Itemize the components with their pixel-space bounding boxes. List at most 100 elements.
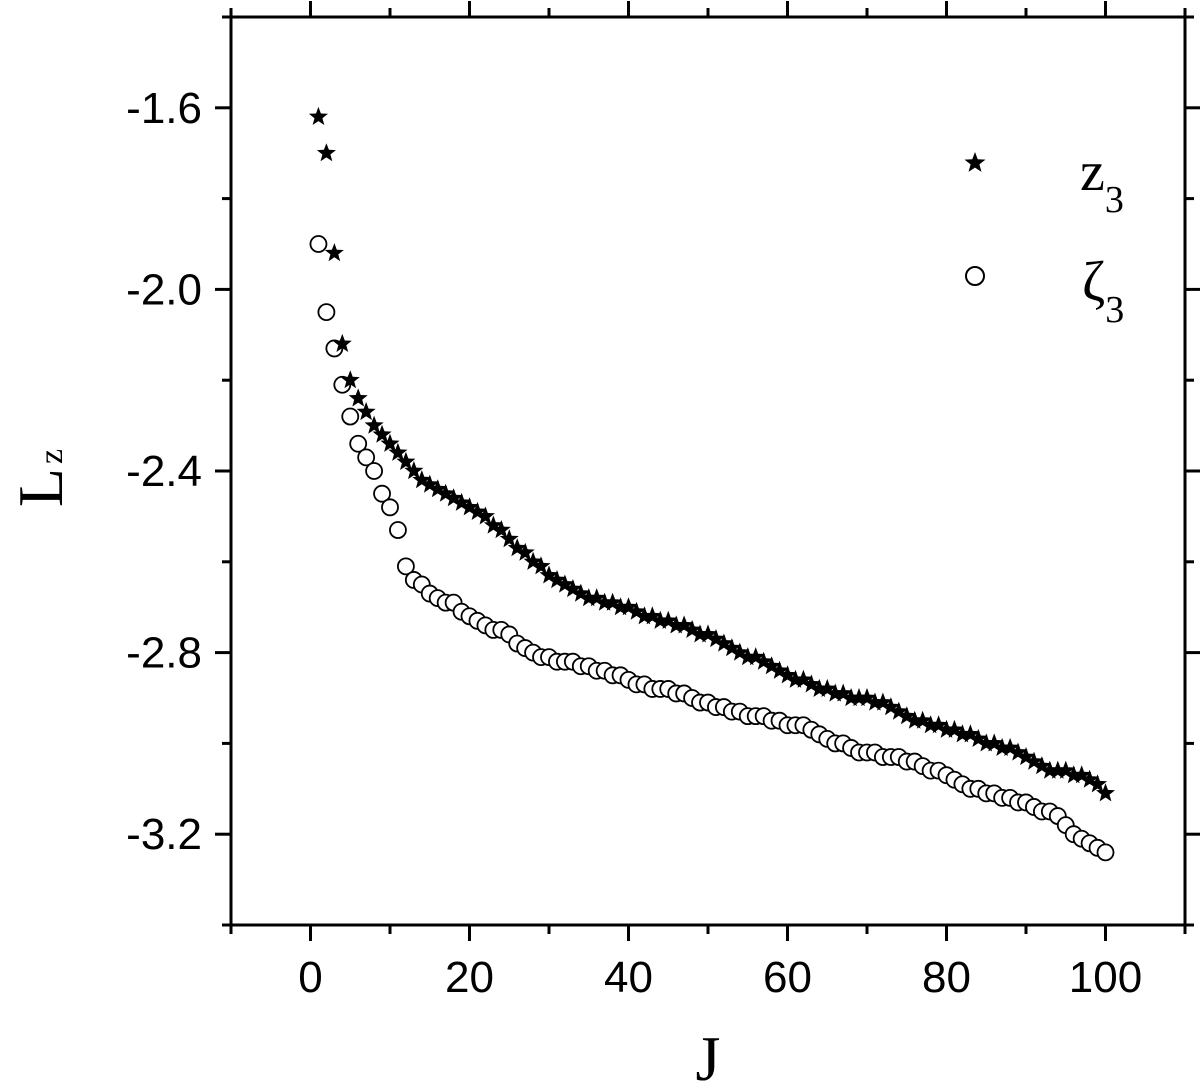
data-point-z3 (308, 106, 328, 125)
x-tick-label: 20 (445, 953, 494, 1002)
data-point-z3 (666, 615, 686, 634)
data-point-z3 (1064, 765, 1084, 784)
data-point-z3 (865, 692, 885, 711)
data-point-z3 (746, 647, 766, 666)
data-point-z3 (507, 538, 527, 557)
legend-item-z3: z3 (964, 141, 1124, 221)
data-point-z3 (1032, 756, 1052, 775)
svg-text:z3: z3 (1080, 141, 1124, 221)
data-point-z3 (380, 433, 400, 452)
data-point-z3 (889, 701, 909, 720)
x-tick-label: 80 (922, 953, 971, 1002)
data-point-z3 (913, 710, 933, 729)
data-point-z3 (499, 529, 519, 548)
data-point-z3 (388, 442, 408, 461)
data-point-z3 (547, 570, 567, 589)
data-point-z3 (976, 733, 996, 752)
data-point-z3 (881, 697, 901, 716)
data-point-zeta3 (381, 498, 399, 517)
legend-label-z3: z (1080, 141, 1105, 203)
data-point-zeta3 (1096, 843, 1115, 862)
data-point-zeta3 (349, 434, 368, 453)
data-point-z3 (1000, 737, 1020, 756)
data-point-z3 (467, 501, 487, 520)
data-point-z3 (762, 656, 782, 675)
y-tick-label: -3.2 (126, 810, 202, 859)
data-point-zeta3 (357, 448, 376, 467)
data-point-z3 (404, 461, 424, 480)
x-tick-label: 60 (763, 953, 812, 1002)
data-point-z3 (340, 370, 360, 389)
data-point-z3 (992, 737, 1012, 756)
data-point-z3 (619, 597, 638, 616)
data-point-z3 (857, 688, 877, 707)
data-point-z3 (1056, 760, 1076, 779)
data-point-z3 (905, 710, 925, 729)
data-point-z3 (412, 470, 432, 489)
data-point-z3 (356, 402, 376, 421)
data-point-z3 (722, 638, 742, 657)
data-point-z3 (483, 515, 503, 534)
data-point-z3 (650, 610, 670, 629)
data-point-z3 (1096, 783, 1115, 802)
data-point-z3 (642, 606, 662, 625)
data-point-z3 (809, 678, 829, 697)
data-point-z3 (952, 724, 972, 743)
data-point-z3 (364, 415, 384, 434)
data-point-z3 (428, 479, 448, 498)
data-point-z3 (873, 692, 893, 711)
data-point-z3 (626, 601, 646, 620)
legend-label-zeta3: ζ (1082, 251, 1105, 313)
data-point-z3 (372, 424, 392, 443)
svg-text:ζ3: ζ3 (1082, 251, 1124, 331)
y-axis-title-main: L (5, 468, 76, 507)
data-point-z3 (1016, 747, 1036, 766)
data-point-z3 (460, 497, 479, 516)
data-point-z3 (475, 506, 495, 525)
legend-label-z3-subscript: 3 (1105, 179, 1124, 221)
data-point-z3 (587, 588, 607, 607)
data-point-z3 (1040, 760, 1060, 779)
data-point-z3 (603, 592, 623, 611)
data-point-z3 (531, 556, 551, 575)
data-point-zeta3 (341, 407, 360, 426)
data-point-z3 (1072, 765, 1092, 784)
data-point-z3 (332, 333, 352, 352)
data-point-z3 (515, 542, 535, 561)
data-point-z3 (420, 474, 440, 493)
series-layer (308, 106, 1115, 862)
data-point-z3 (793, 669, 813, 688)
y-axis-title-subscript: z (33, 449, 70, 464)
data-point-z3 (523, 551, 543, 570)
data-point-z3 (801, 674, 821, 693)
y-axis: -1.6 -2.0 -2.4 -2.8 -3.2 (126, 15, 1200, 927)
data-point-z3 (690, 624, 710, 643)
data-point-z3 (921, 715, 941, 734)
data-point-zeta3 (317, 303, 336, 322)
x-tick-label: 40 (604, 953, 653, 1002)
data-point-z3 (706, 629, 726, 648)
data-point-z3 (825, 683, 845, 702)
data-point-z3 (849, 688, 869, 707)
data-point-z3 (770, 660, 790, 679)
legend-circle-marker (965, 266, 985, 286)
legend: z3 ζ3 (964, 141, 1124, 331)
data-point-z3 (1048, 760, 1068, 779)
data-point-zeta3 (309, 235, 328, 253)
data-point-z3 (452, 492, 472, 511)
data-point-z3 (348, 388, 368, 407)
data-point-z3 (634, 606, 654, 625)
data-point-zeta3 (365, 462, 384, 480)
data-point-z3 (324, 243, 344, 262)
data-point-z3 (785, 669, 805, 688)
legend-label-zeta3-subscript: 3 (1105, 289, 1124, 331)
data-point-z3 (738, 647, 758, 666)
y-tick-label: -2.8 (126, 629, 202, 678)
data-point-z3 (396, 451, 416, 470)
x-axis-title: J (696, 1023, 721, 1084)
data-point-z3 (674, 615, 694, 634)
data-point-zeta3 (396, 557, 415, 576)
data-point-z3 (1008, 742, 1028, 761)
x-tick-label: 0 (298, 953, 322, 1002)
